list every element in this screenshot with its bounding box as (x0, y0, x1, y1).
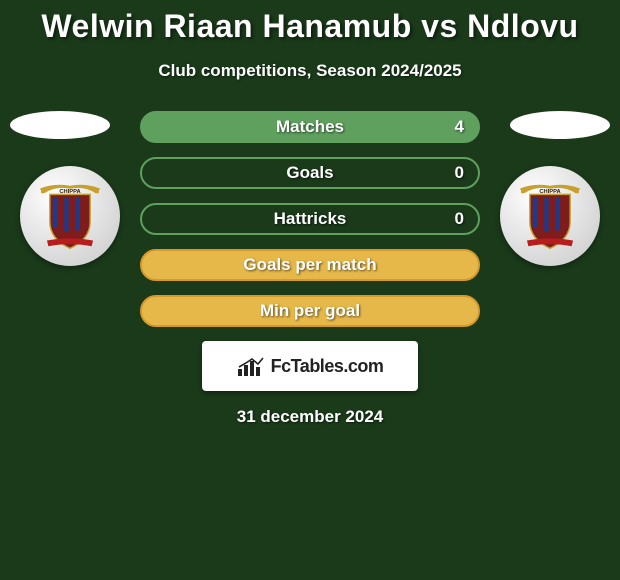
stat-bar: Matches 4 (140, 111, 480, 143)
stat-label: Goals per match (243, 255, 376, 275)
subtitle: Club competitions, Season 2024/2025 (0, 61, 620, 81)
stat-bar: Goals 0 (140, 157, 480, 189)
club-logo-left: CHIPPA (20, 166, 120, 266)
stat-value-right: 0 (455, 163, 464, 183)
svg-text:CHIPPA: CHIPPA (539, 189, 560, 195)
branding-text: FcTables.com (271, 356, 384, 377)
stat-bar: Hattricks 0 (140, 203, 480, 235)
stat-bar: Min per goal (140, 295, 480, 327)
club-logo-left-bg: CHIPPA (20, 166, 120, 266)
stat-bar: Goals per match (140, 249, 480, 281)
stat-label: Matches (276, 117, 344, 137)
player-right-photo-placeholder (510, 111, 610, 139)
stat-label: Min per goal (260, 301, 360, 321)
date-label: 31 december 2024 (0, 407, 620, 427)
branding-box: FcTables.com (202, 341, 418, 391)
stat-value-right: 0 (455, 209, 464, 229)
page-title: Welwin Riaan Hanamub vs Ndlovu (0, 0, 620, 45)
player-left-photo-placeholder (10, 111, 110, 139)
club-badge-right-icon: CHIPPA (514, 180, 586, 252)
stat-bars: Matches 4 Goals 0 Hattricks 0 Goals per match M… (140, 111, 480, 327)
club-logo-right: CHIPPA (500, 166, 600, 266)
branding-chart-icon (237, 355, 265, 377)
club-logo-right-bg: CHIPPA (500, 166, 600, 266)
stat-label: Hattricks (274, 209, 347, 229)
stat-value-right: 4 (455, 117, 464, 137)
stat-label: Goals (286, 163, 333, 183)
club-badge-left-icon: CHIPPA (34, 180, 106, 252)
comparison-area: CHIPPA CHIPPA Matches4Goals0Hattr (0, 111, 620, 427)
svg-text:CHIPPA: CHIPPA (59, 189, 80, 195)
